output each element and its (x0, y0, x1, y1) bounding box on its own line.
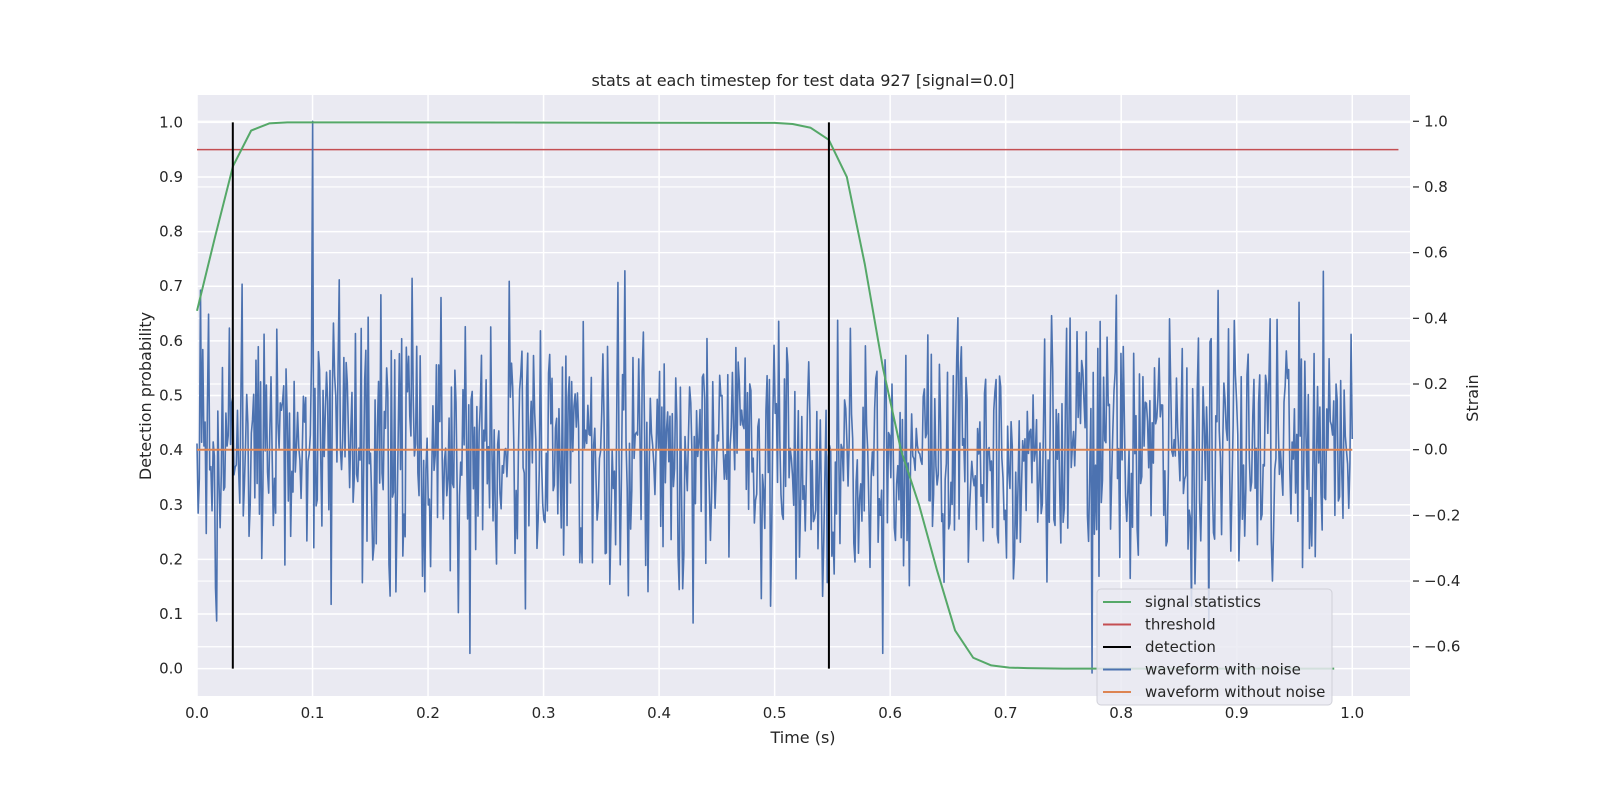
signal-statistics-line (196, 121, 1335, 670)
x-tick-label: 1.0 (1340, 704, 1364, 722)
right-y-tick-label: 0.2 (1424, 375, 1448, 393)
right-y-tick-label: −0.6 (1424, 638, 1460, 656)
chart-title: stats at each timestep for test data 927… (591, 71, 1014, 90)
series-layer (196, 120, 1399, 674)
x-axis-label: Time (s) (769, 728, 835, 747)
x-tick-label: 0.4 (647, 704, 671, 722)
waveform-with-noise-line (196, 120, 1354, 674)
y-axis-label: Detection probability (136, 312, 155, 480)
y-tick-label: 0.2 (159, 550, 183, 568)
y-tick-label: 0.6 (159, 332, 183, 350)
x-tick-label: 0.1 (301, 704, 325, 722)
right-y-tick-label: 0.6 (1424, 244, 1448, 262)
y-tick-label: 0.3 (159, 496, 183, 514)
x-tick-labels: 0.0 0.1 0.2 0.3 0.4 0.5 0.6 0.7 0.8 0.9 1.0 (185, 704, 1364, 722)
y-tick-label: 0.9 (159, 168, 183, 186)
legend-box (1096, 588, 1333, 706)
x-tick-label: 0.5 (763, 704, 787, 722)
y-tick-label: 0.5 (159, 387, 183, 405)
right-y-tick-label: 0.8 (1424, 178, 1448, 196)
legend-entry-label: detection (1145, 638, 1216, 656)
legend-entry-label: signal statistics (1145, 593, 1261, 611)
x-tick-label: 0.3 (532, 704, 556, 722)
y-tick-label: 0.7 (159, 277, 183, 295)
legend-entry-label: threshold (1145, 616, 1216, 634)
x-tick-label: 0.6 (878, 704, 902, 722)
y-tick-label: 0.0 (159, 660, 183, 678)
legend-entry-label: waveform without noise (1145, 683, 1325, 701)
right-y-tick-label: 1.0 (1424, 112, 1448, 130)
y-tick-label: 0.8 (159, 223, 183, 241)
right-y-tick-label: −0.2 (1424, 506, 1460, 524)
legend-entry-label: waveform with noise (1145, 661, 1301, 679)
y-tick-label: 0.4 (159, 441, 183, 459)
right-y-tick-label: −0.4 (1424, 572, 1460, 590)
right-y-axis-label: Strain (1463, 374, 1482, 421)
right-y-tick-label: 0.4 (1424, 309, 1448, 327)
right-y-tick-label: 0.0 (1424, 441, 1448, 459)
y-tick-label: 0.1 (159, 605, 183, 623)
x-tick-label: 0.0 (185, 704, 209, 722)
y-tick-labels: 0.0 0.1 0.2 0.3 0.4 0.5 0.6 0.7 0.8 0.9 1.0 (159, 113, 183, 677)
x-tick-label: 0.2 (416, 704, 440, 722)
x-tick-label: 0.8 (1109, 704, 1133, 722)
x-tick-label: 0.7 (994, 704, 1018, 722)
y-tick-label: 1.0 (159, 113, 183, 131)
x-tick-label: 0.9 (1225, 704, 1249, 722)
legend: signal statistics threshold detection wavef… (1096, 588, 1333, 706)
right-y-tick-labels: −0.6 −0.4 −0.2 0.0 0.2 0.4 0.6 0.8 1.0 (1413, 112, 1460, 656)
